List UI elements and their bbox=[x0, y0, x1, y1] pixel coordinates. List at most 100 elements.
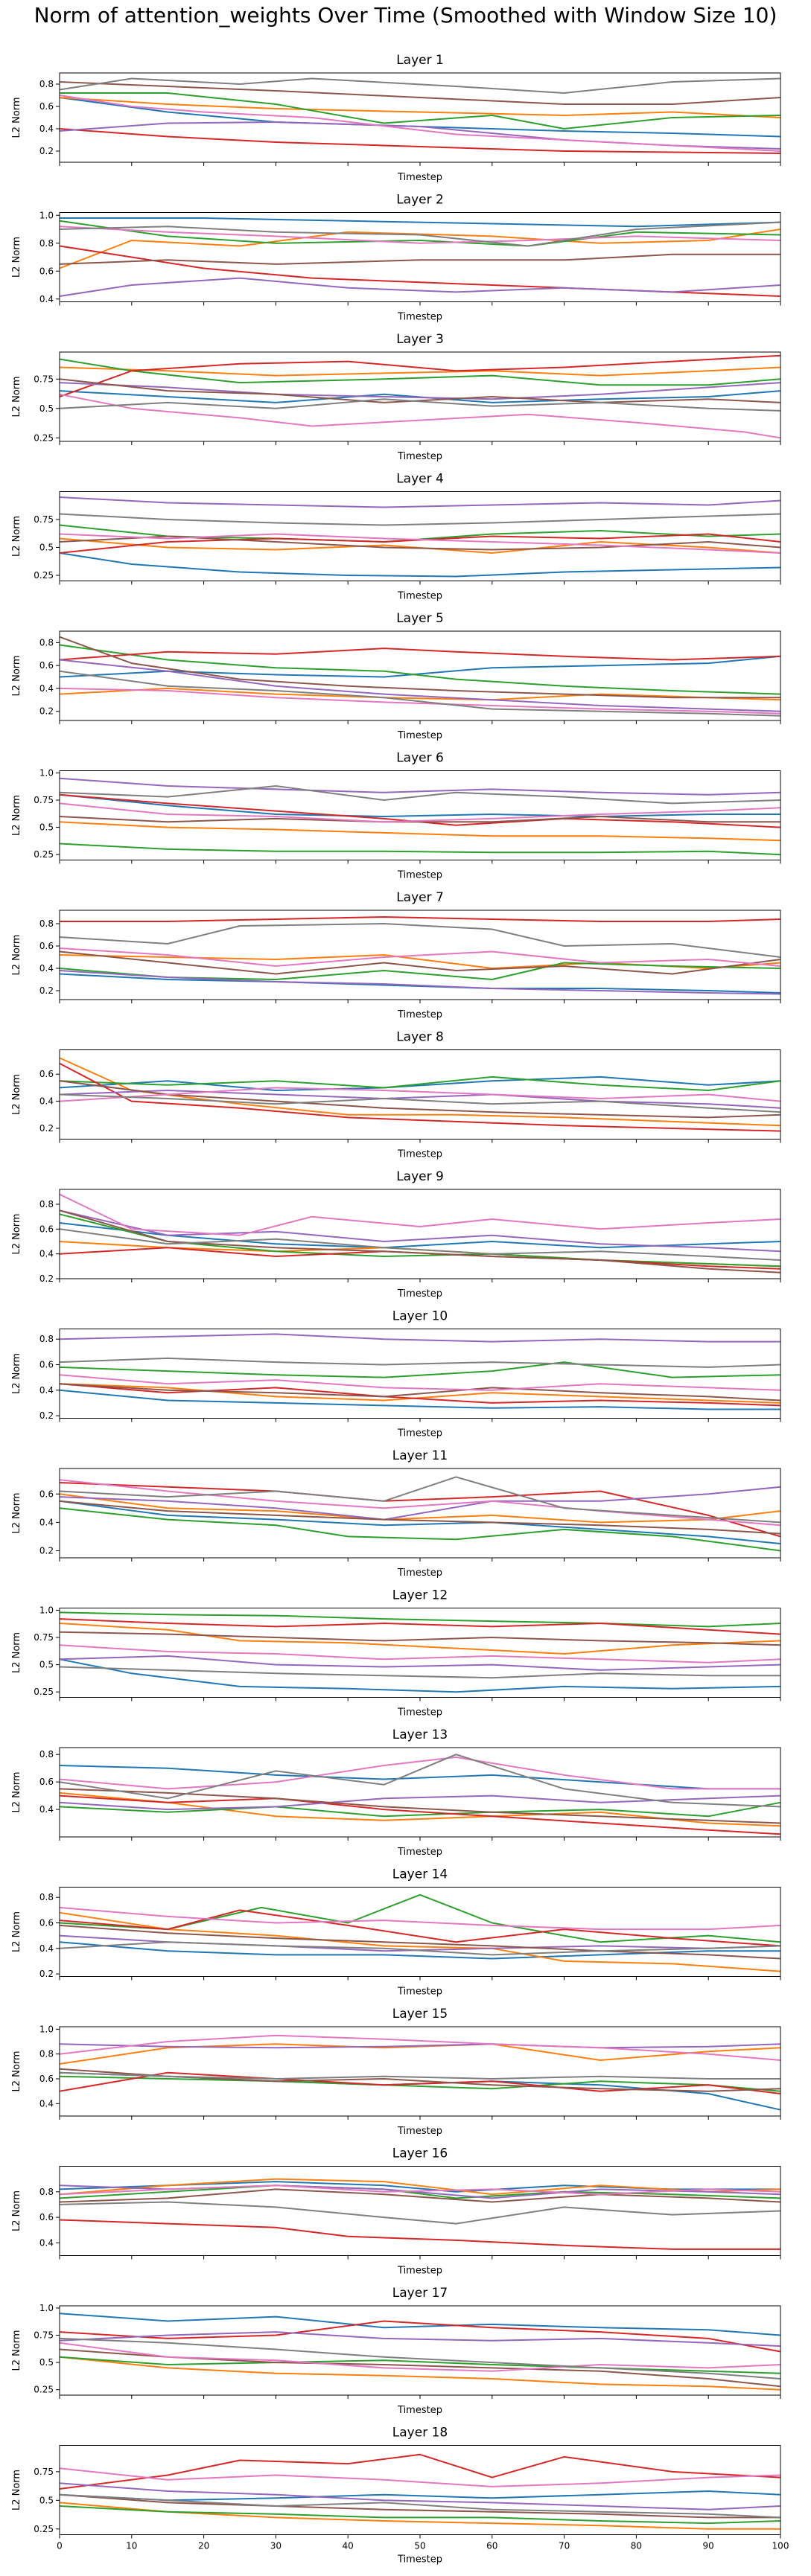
series-line-layer-14-4 bbox=[59, 1909, 781, 1947]
series-line-layer-9-8 bbox=[59, 1228, 781, 1261]
subplot-title-layer-14: Layer 14 bbox=[392, 1867, 448, 1882]
axes-frame-layer-11 bbox=[59, 1468, 781, 1559]
series-line-layer-16-3 bbox=[59, 2185, 781, 2199]
series-line-layer-17-8 bbox=[59, 2337, 781, 2380]
y-tick-label: 0.4 bbox=[39, 963, 54, 974]
subplot-title-layer-18: Layer 18 bbox=[392, 2426, 448, 2441]
series-line-layer-7-4 bbox=[60, 916, 781, 922]
y-tick-label: 0.4 bbox=[39, 1804, 54, 1815]
series-line-layer-16-6 bbox=[59, 2188, 781, 2203]
y-tick-label: 0.4 bbox=[39, 1249, 54, 1259]
y-tick-label: 1.0 bbox=[39, 2303, 54, 2313]
y-tick-label: 0.25 bbox=[34, 2524, 54, 2534]
axes-frame-layer-2 bbox=[59, 212, 781, 302]
series-line-layer-3-6 bbox=[59, 378, 781, 403]
series-line-layer-17-5 bbox=[59, 2331, 781, 2348]
series-line-layer-5-4 bbox=[59, 648, 781, 661]
subplot-title-layer-3: Layer 3 bbox=[396, 332, 444, 347]
series-line-layer-3-5 bbox=[59, 382, 781, 400]
x-axis-label: Timestep bbox=[397, 451, 442, 462]
y-axis-label: L2 Norm bbox=[11, 97, 22, 138]
series-line-layer-2-3 bbox=[59, 220, 781, 247]
series-line-layer-12-8 bbox=[59, 1666, 780, 1679]
series-line-layer-13-7 bbox=[59, 1756, 780, 1790]
series-line-layer-6-1 bbox=[59, 793, 780, 817]
series-line-layer-1-4 bbox=[59, 128, 781, 154]
series-line-layer-4-4 bbox=[59, 533, 781, 554]
series-line-layer-3-8 bbox=[59, 398, 781, 412]
series-line-layer-2-5 bbox=[59, 277, 781, 297]
series-line-layer-13-5 bbox=[59, 1794, 781, 1811]
series-line-layer-17-1 bbox=[59, 2313, 781, 2336]
series-line-layer-1-7 bbox=[59, 95, 781, 152]
axes-frame-layer-10 bbox=[59, 1329, 781, 1419]
y-axis-label: L2 Norm bbox=[11, 2051, 22, 2091]
y-tick-label: 0.5 bbox=[39, 2495, 54, 2505]
x-axis-label: Timestep bbox=[397, 870, 442, 881]
y-tick-label: 0.8 bbox=[39, 79, 54, 89]
series-line-layer-18-4 bbox=[59, 2453, 781, 2490]
y-tick-label: 0.6 bbox=[39, 1224, 54, 1234]
y-axis-label: L2 Norm bbox=[11, 1213, 22, 1254]
subplot-title-layer-11: Layer 11 bbox=[392, 1448, 448, 1463]
y-tick-label: 0.25 bbox=[34, 570, 54, 581]
series-line-layer-12-4 bbox=[59, 1618, 781, 1635]
y-tick-label: 0.6 bbox=[39, 266, 54, 276]
series-line-layer-11-4 bbox=[59, 1482, 781, 1538]
subplot-title-layer-12: Layer 12 bbox=[392, 1588, 448, 1603]
axes-frame-layer-9 bbox=[59, 1189, 781, 1279]
y-tick-label: 0.2 bbox=[39, 146, 54, 156]
axes-frame-layer-13 bbox=[59, 1747, 781, 1838]
subplot-title-layer-10: Layer 10 bbox=[392, 1309, 448, 1324]
series-line-layer-9-3 bbox=[59, 1213, 781, 1268]
x-axis-label: Timestep bbox=[397, 1847, 442, 1858]
axes-frame-layer-7 bbox=[59, 910, 781, 1000]
series-line-layer-17-4 bbox=[59, 2320, 781, 2353]
y-tick-label: 1.0 bbox=[39, 210, 54, 220]
series-line-layer-13-4 bbox=[59, 1794, 781, 1835]
y-tick-label: 0.25 bbox=[34, 1687, 54, 1697]
y-tick-label: 0.25 bbox=[34, 432, 54, 443]
series-line-layer-5-8 bbox=[59, 670, 781, 717]
axes-frame-layer-16 bbox=[59, 2166, 781, 2256]
axes-frame-layer-14 bbox=[59, 1887, 781, 1977]
axes-frame-layer-17 bbox=[59, 2305, 781, 2396]
y-axis-label: L2 Norm bbox=[11, 934, 22, 975]
series-line-layer-7-6 bbox=[59, 950, 781, 975]
axes-frame-layer-3 bbox=[59, 351, 781, 442]
x-tick-label: 20 bbox=[198, 2541, 209, 2551]
axes-frame-layer-12 bbox=[59, 1608, 781, 1698]
series-line-layer-6-7 bbox=[59, 802, 781, 823]
series-line-layer-14-3 bbox=[59, 1893, 781, 1943]
x-axis-label: Timestep bbox=[397, 1288, 442, 1300]
series-line-layer-1-8 bbox=[59, 77, 781, 94]
series-line-layer-5-3 bbox=[59, 644, 781, 695]
x-axis-label: Timestep bbox=[397, 312, 442, 323]
y-tick-label: 0.4 bbox=[39, 2237, 54, 2248]
x-axis-label: Timestep bbox=[397, 1009, 442, 1020]
y-tick-label: 0.8 bbox=[39, 918, 54, 929]
y-tick-label: 0.8 bbox=[39, 2187, 54, 2197]
series-line-layer-6-3 bbox=[59, 843, 781, 856]
series-line-layer-7-5 bbox=[59, 970, 781, 995]
series-line-layer-14-1 bbox=[59, 1941, 780, 1960]
series-line-layer-10-5 bbox=[59, 1333, 780, 1343]
series-line-layer-4-1 bbox=[59, 552, 781, 578]
series-line-layer-18-5 bbox=[59, 2482, 781, 2511]
y-tick-label: 0.2 bbox=[39, 1123, 54, 1134]
series-line-layer-8-1 bbox=[59, 1076, 781, 1091]
y-tick-label: 0.2 bbox=[39, 1545, 54, 1556]
y-tick-label: 0.4 bbox=[39, 294, 54, 304]
subplot-title-layer-7: Layer 7 bbox=[396, 890, 444, 905]
subplot-title-layer-4: Layer 4 bbox=[396, 472, 444, 487]
series-line-layer-17-7 bbox=[59, 2342, 781, 2372]
y-tick-label: 0.6 bbox=[39, 1360, 54, 1370]
y-tick-label: 1.0 bbox=[39, 2024, 54, 2034]
series-line-layer-13-1 bbox=[59, 1765, 780, 1790]
y-tick-label: 0.6 bbox=[39, 941, 54, 951]
y-tick-label: 0.4 bbox=[39, 2098, 54, 2109]
y-axis-label: L2 Norm bbox=[11, 1771, 22, 1812]
x-tick-label: 80 bbox=[631, 2541, 642, 2551]
subplot-title-layer-15: Layer 15 bbox=[392, 2007, 448, 2022]
y-tick-label: 0.6 bbox=[39, 1489, 54, 1499]
